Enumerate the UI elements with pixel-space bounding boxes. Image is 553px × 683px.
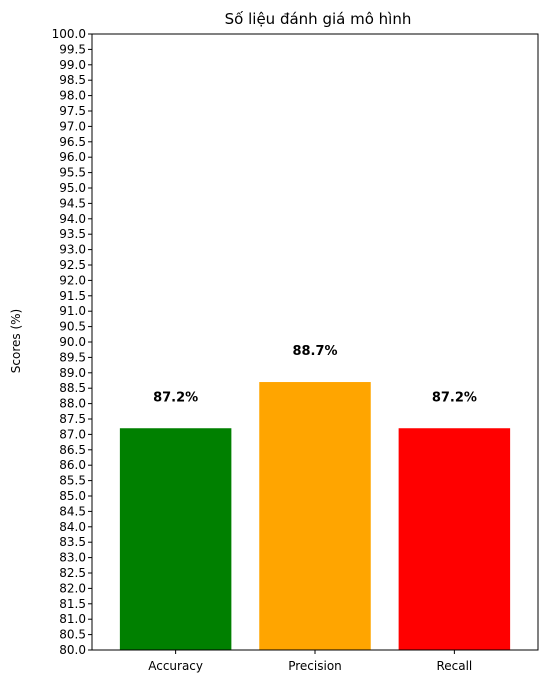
- x-axis: Accuracy Precision Recall: [148, 650, 472, 673]
- data-label-recall: 87.2%: [432, 390, 477, 405]
- y-tick-label: 82.0: [59, 581, 86, 595]
- plot-frame: [91, 33, 539, 651]
- y-tick-label: 93.5: [59, 227, 86, 241]
- bars-group: 87.2% 88.7% 87.2%: [119, 344, 511, 650]
- y-tick-label: 90.0: [59, 335, 86, 349]
- y-tick-label: 87.5: [59, 412, 86, 426]
- y-tick-label: 81.5: [59, 597, 86, 611]
- y-tick-label: 92.0: [59, 273, 86, 287]
- y-tick-label: 84.0: [59, 520, 86, 534]
- y-tick-label: 80.0: [59, 643, 86, 657]
- y-tick-label: 89.5: [59, 350, 86, 364]
- y-tick-label: 91.0: [59, 304, 86, 318]
- y-tick-label: 83.5: [59, 535, 86, 549]
- y-tick-label: 99.0: [59, 58, 86, 72]
- y-tick-label: 82.5: [59, 566, 86, 580]
- x-tick-label-accuracy: Accuracy: [148, 659, 203, 673]
- bar-accuracy: [119, 428, 232, 650]
- y-tick-label: 80.5: [59, 628, 86, 642]
- y-tick-label: 97.0: [59, 119, 86, 133]
- y-tick-label: 93.0: [59, 243, 86, 257]
- y-tick-label: 83.0: [59, 551, 86, 565]
- y-tick-label: 98.5: [59, 73, 86, 87]
- chart-title: Số liệu đánh giá mô hình: [225, 10, 412, 28]
- y-tick-label: 94.5: [59, 196, 86, 210]
- y-tick-label: 94.0: [59, 212, 86, 226]
- data-label-precision: 88.7%: [292, 344, 337, 359]
- y-tick-label: 88.0: [59, 397, 86, 411]
- y-tick-label: 88.5: [59, 381, 86, 395]
- y-axis-label: Scores (%): [9, 309, 23, 373]
- y-tick-label: 85.0: [59, 489, 86, 503]
- y-tick-label: 89.0: [59, 366, 86, 380]
- y-tick-label: 96.5: [59, 135, 86, 149]
- y-tick-label: 87.0: [59, 427, 86, 441]
- y-tick-label: 97.5: [59, 104, 86, 118]
- y-tick-label: 92.5: [59, 258, 86, 272]
- y-tick-label: 95.5: [59, 166, 86, 180]
- y-tick-label: 86.5: [59, 443, 86, 457]
- y-tick-label: 100.0: [52, 27, 86, 41]
- bar-recall: [398, 428, 511, 650]
- y-tick-label: 81.0: [59, 612, 86, 626]
- y-tick-label: 91.5: [59, 289, 86, 303]
- x-tick-label-recall: Recall: [436, 659, 472, 673]
- y-tick-label: 85.5: [59, 474, 86, 488]
- x-tick-label-precision: Precision: [288, 659, 342, 673]
- y-axis: 80.080.5 81.081.5 82.082.583.0 83.584.0 84.5…: [52, 27, 92, 657]
- bar-precision: [259, 382, 371, 650]
- y-tick-label: 86.0: [59, 458, 86, 472]
- y-tick-label: 96.0: [59, 150, 86, 164]
- y-tick-label: 99.5: [59, 42, 86, 56]
- y-tick-label: 84.5: [59, 504, 86, 518]
- y-tick-label: 95.0: [59, 181, 86, 195]
- y-tick-label: 90.5: [59, 320, 86, 334]
- y-tick-label: 98.0: [59, 89, 86, 103]
- data-label-accuracy: 87.2%: [153, 390, 198, 405]
